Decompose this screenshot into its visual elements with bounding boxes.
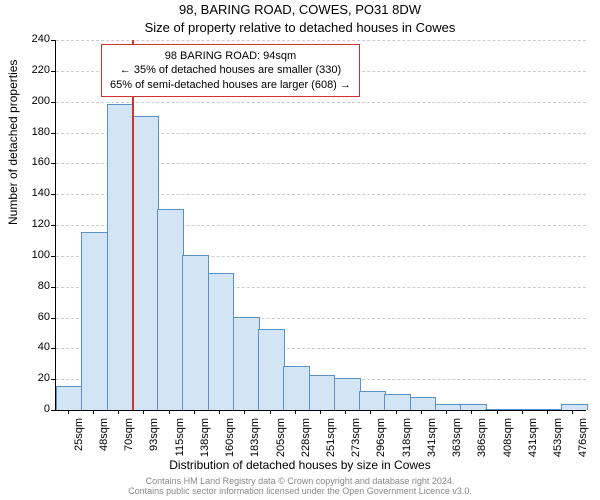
y-tick-label: 80 bbox=[10, 280, 50, 292]
histogram-bar bbox=[258, 329, 285, 410]
y-axis-label: Number of detached properties bbox=[6, 60, 20, 225]
histogram-bar bbox=[283, 366, 310, 410]
y-tick-label: 180 bbox=[10, 126, 50, 138]
y-tick-label: 120 bbox=[10, 218, 50, 230]
annotation-box: 98 BARING ROAD: 94sqm← 35% of detached h… bbox=[101, 44, 360, 97]
y-tick-label: 240 bbox=[10, 33, 50, 45]
histogram-bar bbox=[460, 404, 487, 410]
chart-title-line2: Size of property relative to detached ho… bbox=[0, 20, 600, 35]
histogram-bar bbox=[309, 375, 336, 410]
histogram-bar bbox=[182, 255, 209, 410]
y-tick-label: 100 bbox=[10, 249, 50, 261]
histogram-bar bbox=[56, 386, 83, 410]
histogram-bar bbox=[359, 391, 386, 411]
footer-line2: Contains public sector information licen… bbox=[0, 486, 600, 496]
histogram-bar bbox=[81, 232, 108, 410]
y-tick-label: 0 bbox=[10, 403, 50, 415]
footer-line1: Contains HM Land Registry data © Crown c… bbox=[0, 476, 600, 486]
histogram-bar bbox=[334, 378, 361, 410]
histogram-bar bbox=[233, 317, 260, 411]
annotation-line1: 98 BARING ROAD: 94sqm bbox=[110, 49, 351, 63]
histogram-bar bbox=[410, 397, 437, 410]
histogram-bar bbox=[511, 409, 538, 410]
y-tick-label: 20 bbox=[10, 372, 50, 384]
x-axis-label: Distribution of detached houses by size … bbox=[0, 458, 600, 472]
histogram-bar bbox=[384, 394, 411, 410]
footer-attribution: Contains HM Land Registry data © Crown c… bbox=[0, 476, 600, 497]
y-tick-label: 200 bbox=[10, 95, 50, 107]
histogram-bar bbox=[132, 116, 159, 410]
y-tick-label: 160 bbox=[10, 156, 50, 168]
annotation-line2: ← 35% of detached houses are smaller (33… bbox=[110, 63, 351, 77]
y-tick-label: 220 bbox=[10, 64, 50, 76]
histogram-bar bbox=[536, 409, 563, 410]
y-tick-label: 140 bbox=[10, 187, 50, 199]
histogram-bar bbox=[485, 409, 512, 410]
chart-container: 98, BARING ROAD, COWES, PO31 8DW Size of… bbox=[0, 0, 600, 500]
histogram-bar bbox=[157, 209, 184, 410]
histogram-bar bbox=[208, 273, 235, 410]
y-tick-label: 60 bbox=[10, 311, 50, 323]
plot-area: 98 BARING ROAD: 94sqm← 35% of detached h… bbox=[55, 40, 586, 411]
chart-title-line1: 98, BARING ROAD, COWES, PO31 8DW bbox=[0, 2, 600, 17]
y-tick-label: 40 bbox=[10, 341, 50, 353]
annotation-line3: 65% of semi-detached houses are larger (… bbox=[110, 78, 351, 92]
histogram-bar bbox=[561, 404, 588, 410]
histogram-bar bbox=[435, 404, 462, 410]
histogram-bar bbox=[107, 104, 134, 410]
